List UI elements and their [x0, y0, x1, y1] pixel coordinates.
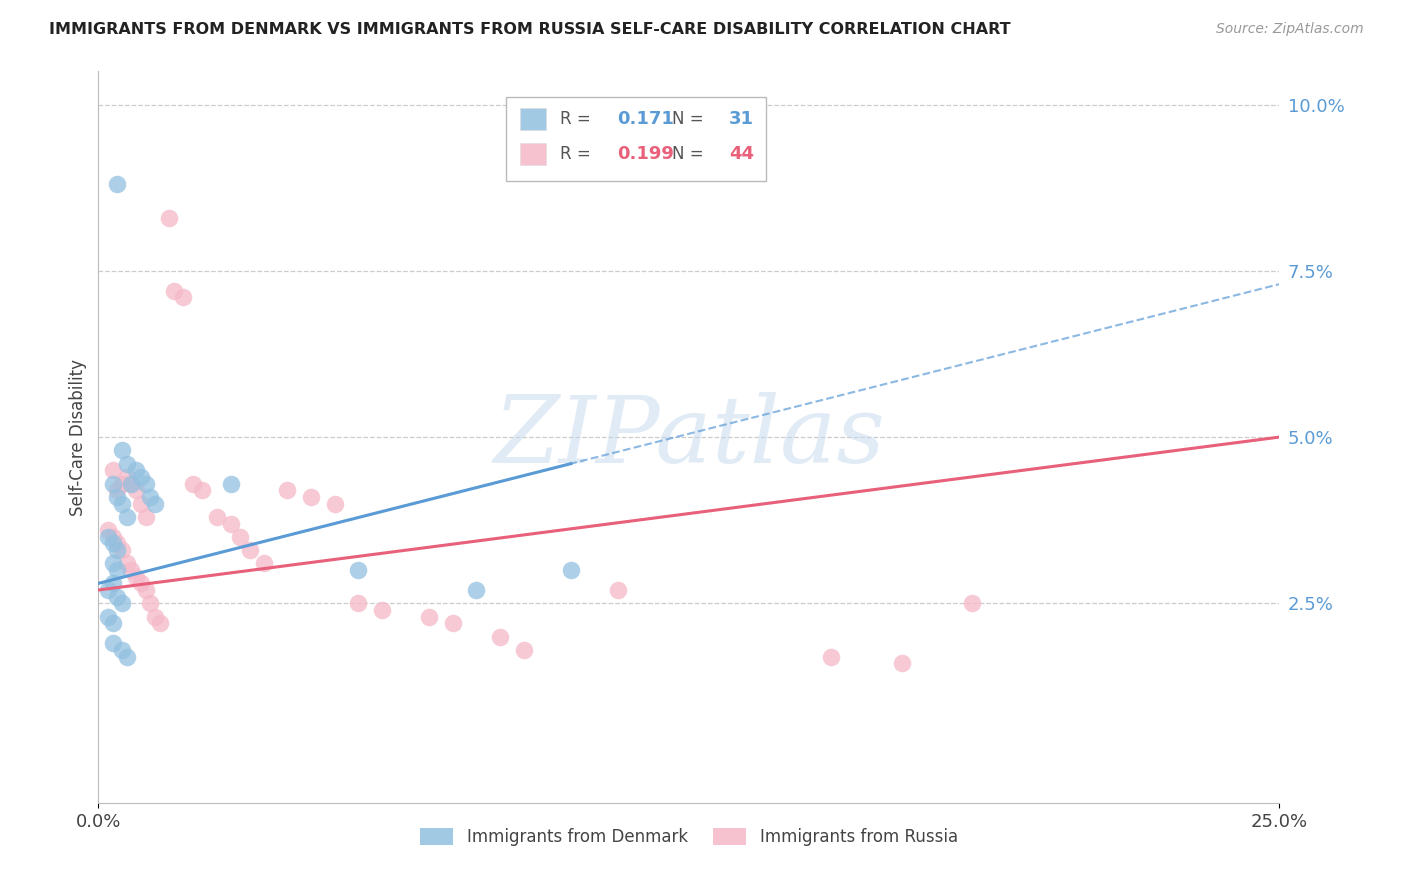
Text: Source: ZipAtlas.com: Source: ZipAtlas.com — [1216, 22, 1364, 37]
Point — [129, 576, 152, 591]
Point — [371, 603, 394, 617]
Point — [97, 530, 120, 544]
Point — [125, 463, 148, 477]
Point — [105, 543, 128, 558]
Point — [962, 596, 984, 610]
FancyBboxPatch shape — [506, 97, 766, 181]
Point — [129, 497, 152, 511]
Point — [418, 609, 440, 624]
Text: 31: 31 — [730, 110, 754, 128]
Point — [512, 643, 534, 657]
Point — [121, 476, 143, 491]
Point — [101, 636, 124, 650]
Point — [125, 570, 148, 584]
Point — [163, 284, 186, 298]
Text: R =: R = — [560, 145, 596, 163]
Text: 44: 44 — [730, 145, 754, 163]
Point — [139, 490, 162, 504]
Point — [143, 609, 166, 624]
Point — [172, 290, 194, 304]
Point — [323, 497, 346, 511]
Y-axis label: Self-Care Disability: Self-Care Disability — [69, 359, 87, 516]
Point — [101, 463, 124, 477]
Point — [105, 563, 128, 577]
Point — [97, 582, 120, 597]
Point — [101, 557, 124, 571]
Point — [101, 476, 124, 491]
Point — [115, 557, 138, 571]
Point — [121, 563, 143, 577]
Point — [299, 490, 322, 504]
Text: N =: N = — [672, 110, 709, 128]
Point — [135, 509, 157, 524]
Point — [205, 509, 228, 524]
Point — [101, 576, 124, 591]
Point — [229, 530, 252, 544]
Point — [607, 582, 630, 597]
Point — [101, 536, 124, 550]
Bar — [520, 143, 546, 165]
Point — [125, 483, 148, 498]
Bar — [520, 108, 546, 130]
Point — [347, 596, 370, 610]
Text: R =: R = — [560, 110, 596, 128]
Point — [115, 457, 138, 471]
Point — [97, 523, 120, 537]
Text: 0.171: 0.171 — [617, 110, 673, 128]
Point — [111, 476, 134, 491]
Point — [219, 516, 242, 531]
Point — [347, 563, 370, 577]
Point — [441, 616, 464, 631]
Point — [115, 649, 138, 664]
Point — [97, 609, 120, 624]
Point — [105, 590, 128, 604]
Point — [105, 483, 128, 498]
Point — [135, 476, 157, 491]
Point — [135, 582, 157, 597]
Point — [820, 649, 842, 664]
Point — [139, 596, 162, 610]
Text: N =: N = — [672, 145, 709, 163]
Point — [115, 470, 138, 484]
Point — [111, 643, 134, 657]
Point — [890, 656, 912, 670]
Point — [489, 630, 512, 644]
Point — [111, 543, 134, 558]
Point — [101, 530, 124, 544]
Point — [560, 563, 582, 577]
Point — [276, 483, 298, 498]
Point — [129, 470, 152, 484]
Point — [219, 476, 242, 491]
Point — [121, 476, 143, 491]
Text: 0.199: 0.199 — [617, 145, 673, 163]
Legend: Immigrants from Denmark, Immigrants from Russia: Immigrants from Denmark, Immigrants from… — [413, 822, 965, 853]
Point — [191, 483, 214, 498]
Point — [105, 178, 128, 192]
Point — [181, 476, 204, 491]
Text: ZIPatlas: ZIPatlas — [494, 392, 884, 482]
Point — [149, 616, 172, 631]
Point — [111, 443, 134, 458]
Point — [105, 490, 128, 504]
Point — [239, 543, 262, 558]
Point — [115, 509, 138, 524]
Point — [111, 497, 134, 511]
Point — [111, 596, 134, 610]
Text: IMMIGRANTS FROM DENMARK VS IMMIGRANTS FROM RUSSIA SELF-CARE DISABILITY CORRELATI: IMMIGRANTS FROM DENMARK VS IMMIGRANTS FR… — [49, 22, 1011, 37]
Point — [253, 557, 276, 571]
Point — [560, 118, 582, 132]
Point — [157, 211, 180, 225]
Point — [465, 582, 488, 597]
Point — [143, 497, 166, 511]
Point — [101, 616, 124, 631]
Point — [105, 536, 128, 550]
